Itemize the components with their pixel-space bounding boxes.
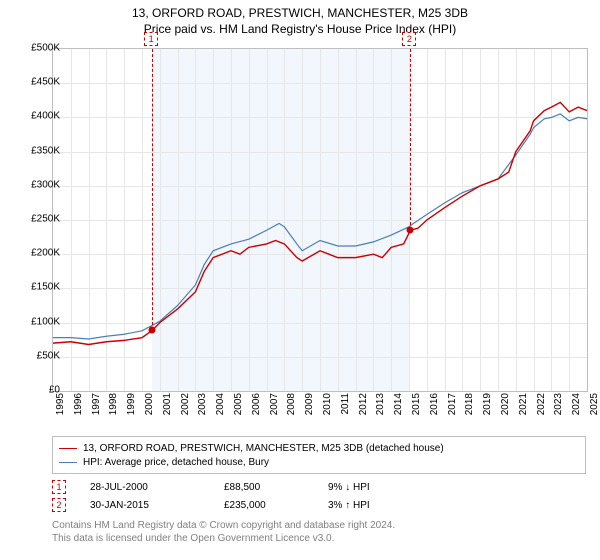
transaction-date: 30-JAN-2015 [90, 500, 200, 511]
disclaimer-line: This data is licensed under the Open Gov… [52, 533, 586, 546]
marker-line [410, 49, 411, 230]
x-axis-label: 2017 [447, 393, 458, 423]
x-axis-label: 2015 [411, 393, 422, 423]
x-axis-label: 2006 [251, 393, 262, 423]
y-axis-label: £100K [10, 316, 60, 327]
x-axis-label: 2011 [340, 393, 351, 423]
marker-line [152, 49, 153, 330]
x-axis-label: 2020 [500, 393, 511, 423]
x-axis-label: 2023 [553, 393, 564, 423]
x-axis-label: 2016 [429, 393, 440, 423]
x-axis-label: 1995 [55, 393, 66, 423]
x-axis-label: 2010 [322, 393, 333, 423]
y-axis-label: £200K [10, 248, 60, 259]
x-axis-label: 2002 [180, 393, 191, 423]
transaction-table: 1 28-JUL-2000 £88,500 9% ↓ HPI 2 30-JAN-2015 £… [52, 478, 586, 514]
x-axis-label: 2008 [286, 393, 297, 423]
arrow-icon: ↑ [345, 500, 350, 511]
x-axis-label: 1996 [73, 393, 84, 423]
marker-label: 2 [402, 32, 416, 46]
legend-label: 13, ORFORD ROAD, PRESTWICH, MANCHESTER, … [83, 443, 444, 454]
chart-container: 13, ORFORD ROAD, PRESTWICH, MANCHESTER, … [0, 0, 600, 560]
x-axis-label: 2004 [215, 393, 226, 423]
legend-swatch [59, 448, 77, 449]
plot-area [52, 48, 588, 392]
marker-label: 1 [144, 32, 158, 46]
transaction-pct: 3% ↑ HPI [328, 500, 428, 511]
transaction-price: £88,500 [224, 482, 304, 493]
transaction-date: 28-JUL-2000 [90, 482, 200, 493]
x-axis-label: 2014 [393, 393, 404, 423]
legend: 13, ORFORD ROAD, PRESTWICH, MANCHESTER, … [52, 436, 586, 474]
marker-dot [149, 327, 156, 334]
y-axis-label: £300K [10, 179, 60, 190]
series-property [53, 102, 587, 344]
y-axis-label: £400K [10, 111, 60, 122]
y-axis-label: £50K [10, 350, 60, 361]
x-axis-label: 2001 [162, 393, 173, 423]
x-axis-label: 2018 [464, 393, 475, 423]
y-axis-label: £0 [10, 385, 60, 396]
legend-swatch [59, 462, 77, 463]
chart-title: 13, ORFORD ROAD, PRESTWICH, MANCHESTER, … [0, 0, 600, 20]
x-axis-label: 2005 [233, 393, 244, 423]
series-hpi [53, 114, 587, 339]
x-axis-label: 2009 [304, 393, 315, 423]
x-axis-label: 1999 [126, 393, 137, 423]
y-axis-label: £150K [10, 282, 60, 293]
y-axis-label: £450K [10, 77, 60, 88]
marker-dot [407, 227, 414, 234]
chart-subtitle: Price paid vs. HM Land Registry's House … [0, 20, 600, 36]
y-axis-label: £250K [10, 214, 60, 225]
x-axis-label: 2024 [571, 393, 582, 423]
y-axis-label: £500K [10, 43, 60, 54]
x-axis-label: 2019 [482, 393, 493, 423]
disclaimer: Contains HM Land Registry data © Crown c… [52, 520, 586, 545]
transaction-price: £235,000 [224, 500, 304, 511]
x-axis-label: 2012 [358, 393, 369, 423]
series-svg [53, 49, 587, 391]
y-axis-label: £350K [10, 145, 60, 156]
x-axis-label: 2000 [144, 393, 155, 423]
x-axis-label: 2003 [197, 393, 208, 423]
transaction-pct: 9% ↓ HPI [328, 482, 428, 493]
table-row: 1 28-JUL-2000 £88,500 9% ↓ HPI [52, 478, 586, 496]
x-axis-label: 1998 [108, 393, 119, 423]
x-axis-label: 2021 [518, 393, 529, 423]
legend-item: 13, ORFORD ROAD, PRESTWICH, MANCHESTER, … [59, 441, 579, 455]
x-axis-label: 2013 [375, 393, 386, 423]
transaction-marker: 1 [52, 480, 66, 494]
x-axis-label: 1997 [91, 393, 102, 423]
table-row: 2 30-JAN-2015 £235,000 3% ↑ HPI [52, 496, 586, 514]
legend-label: HPI: Average price, detached house, Bury [83, 457, 269, 468]
x-axis-label: 2022 [536, 393, 547, 423]
x-axis-label: 2025 [589, 393, 600, 423]
legend-item: HPI: Average price, detached house, Bury [59, 455, 579, 469]
arrow-icon: ↓ [345, 482, 350, 493]
transaction-marker: 2 [52, 498, 66, 512]
disclaimer-line: Contains HM Land Registry data © Crown c… [52, 520, 586, 533]
x-axis-label: 2007 [269, 393, 280, 423]
